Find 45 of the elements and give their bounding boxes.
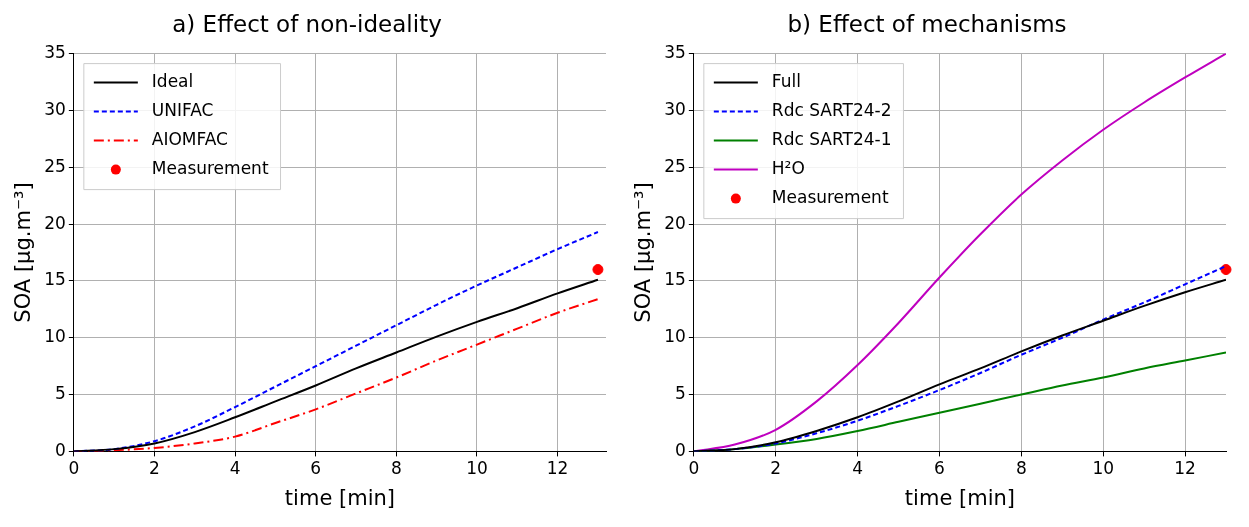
- y-tick-label: 30: [664, 98, 686, 119]
- x-tick-label: 12: [1174, 458, 1196, 479]
- x-tick-label: 10: [1092, 458, 1115, 479]
- chart-title: b) Effect of mechanisms: [787, 10, 1067, 37]
- legend-label: Rdc SART24-2: [771, 100, 892, 121]
- x-tick-label: 0: [688, 458, 700, 479]
- x-tick-label: 0: [68, 458, 80, 479]
- x-tick-label: 6: [310, 458, 322, 479]
- y-tick-label: 5: [55, 382, 66, 403]
- x-tick-label: 4: [852, 458, 863, 479]
- y-axis-title: SOA [μg.m⁻³]: [631, 182, 656, 323]
- y-tick-label: 10: [44, 326, 66, 347]
- y-tick-label: 35: [664, 42, 686, 63]
- x-tick-label: 4: [229, 458, 241, 479]
- legend-label: Measurement: [151, 158, 269, 179]
- y-tick-label: 15: [44, 269, 66, 290]
- x-tick-label: 6: [934, 458, 945, 479]
- x-tick-label: 8: [390, 458, 402, 479]
- y-tick-label: 0: [675, 439, 686, 460]
- x-axis-title: time [min]: [284, 485, 395, 510]
- x-tick-label: 8: [1015, 458, 1027, 479]
- legend-label: Measurement: [771, 187, 889, 208]
- legend-label: Rdc SART24-1: [771, 129, 892, 150]
- y-tick-label: 30: [44, 98, 66, 119]
- y-tick-label: 35: [44, 42, 66, 63]
- legend-label: Ideal: [151, 71, 194, 92]
- legend-label: Full: [771, 71, 801, 92]
- x-tick-label: 12: [546, 458, 569, 479]
- y-tick-label: 10: [664, 326, 686, 347]
- y-tick-label: 20: [44, 212, 66, 233]
- y-tick-label: 25: [44, 155, 66, 176]
- x-tick-label: 2: [149, 458, 160, 479]
- legend-label: AIOMFAC: [151, 129, 228, 150]
- legend-label: H²O: [771, 158, 805, 179]
- legend-label: UNIFAC: [151, 100, 214, 121]
- y-axis-title: SOA [μg.m⁻³]: [11, 182, 36, 323]
- x-tick-label: 10: [466, 458, 488, 479]
- x-axis-title: time [min]: [904, 485, 1015, 510]
- chart-title: a) Effect of non-ideality: [172, 10, 442, 37]
- y-tick-label: 5: [675, 382, 686, 403]
- x-tick-label: 2: [770, 458, 782, 479]
- y-tick-label: 20: [664, 212, 686, 233]
- y-tick-label: 25: [664, 155, 686, 176]
- y-tick-label: 0: [55, 439, 66, 460]
- y-tick-label: 15: [664, 269, 686, 290]
